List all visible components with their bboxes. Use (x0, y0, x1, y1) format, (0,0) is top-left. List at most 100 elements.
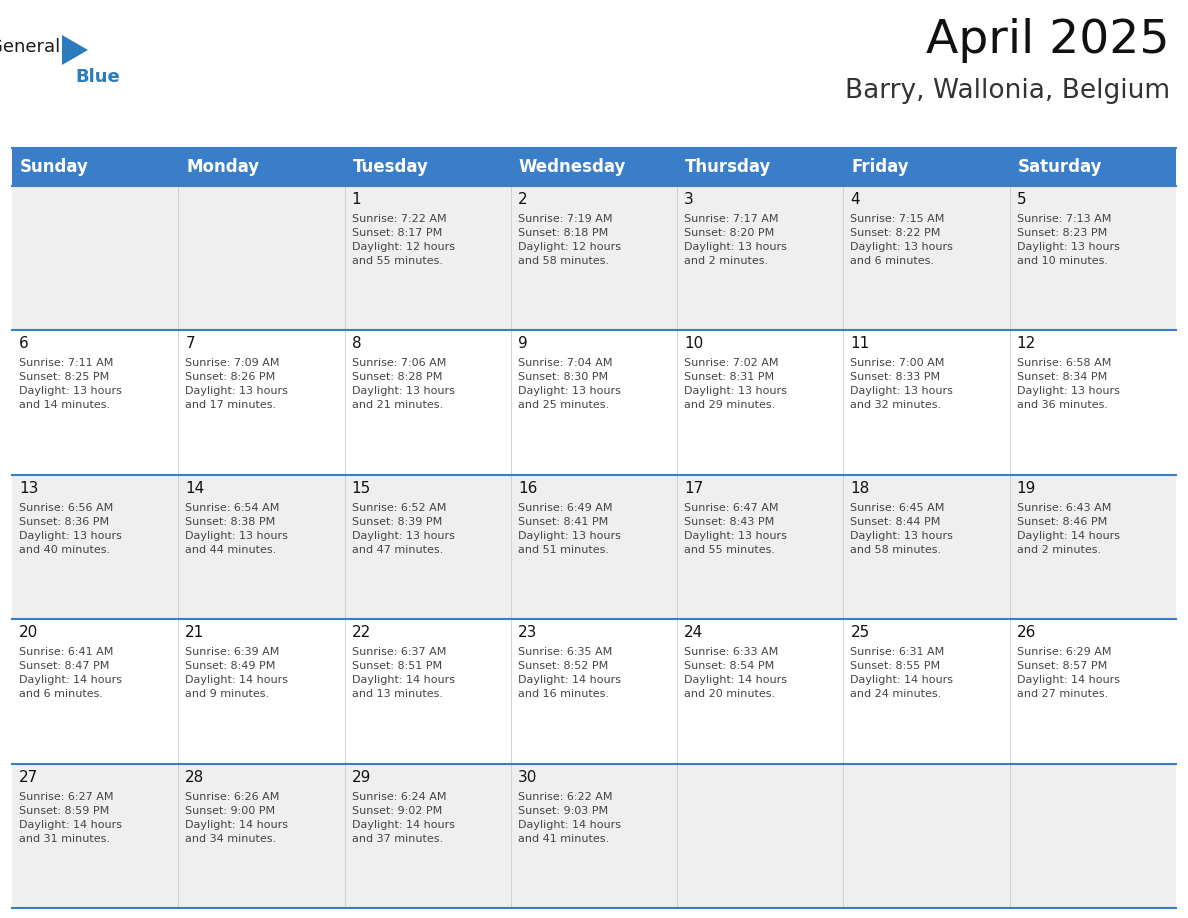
Bar (843, 475, 1010, 620)
Text: 24: 24 (684, 625, 703, 640)
Text: 22: 22 (352, 625, 371, 640)
Text: 9: 9 (518, 336, 527, 352)
Text: 17: 17 (684, 481, 703, 496)
Bar (1010, 620, 1176, 764)
Text: 11: 11 (851, 336, 870, 352)
Bar (178, 475, 345, 620)
Bar (1010, 148, 1176, 186)
Text: 5: 5 (1017, 192, 1026, 207)
Text: Sunrise: 6:45 AM
Sunset: 8:44 PM
Daylight: 13 hours
and 58 minutes.: Sunrise: 6:45 AM Sunset: 8:44 PM Dayligh… (851, 503, 953, 554)
Text: Sunrise: 7:09 AM
Sunset: 8:26 PM
Daylight: 13 hours
and 17 minutes.: Sunrise: 7:09 AM Sunset: 8:26 PM Dayligh… (185, 358, 289, 410)
Bar (511, 186, 677, 330)
Text: 25: 25 (851, 625, 870, 640)
Bar (178, 620, 345, 764)
Text: Sunrise: 6:24 AM
Sunset: 9:02 PM
Daylight: 14 hours
and 37 minutes.: Sunrise: 6:24 AM Sunset: 9:02 PM Dayligh… (352, 791, 455, 844)
Text: Sunrise: 6:49 AM
Sunset: 8:41 PM
Daylight: 13 hours
and 51 minutes.: Sunrise: 6:49 AM Sunset: 8:41 PM Dayligh… (518, 503, 621, 554)
Text: Sunrise: 7:13 AM
Sunset: 8:23 PM
Daylight: 13 hours
and 10 minutes.: Sunrise: 7:13 AM Sunset: 8:23 PM Dayligh… (1017, 214, 1119, 266)
Text: Sunrise: 7:19 AM
Sunset: 8:18 PM
Daylight: 12 hours
and 58 minutes.: Sunrise: 7:19 AM Sunset: 8:18 PM Dayligh… (518, 214, 621, 266)
Bar (345, 186, 511, 330)
Text: 4: 4 (851, 192, 860, 207)
Bar (345, 620, 511, 764)
Text: 26: 26 (1017, 625, 1036, 640)
Bar (345, 148, 511, 186)
Text: Sunrise: 6:31 AM
Sunset: 8:55 PM
Daylight: 14 hours
and 24 minutes.: Sunrise: 6:31 AM Sunset: 8:55 PM Dayligh… (851, 647, 954, 700)
Bar (843, 186, 1010, 330)
Bar (345, 330, 511, 475)
Text: 10: 10 (684, 336, 703, 352)
Text: 8: 8 (352, 336, 361, 352)
Text: Monday: Monday (187, 158, 259, 176)
Bar (12, 764, 178, 908)
Bar (1010, 475, 1176, 620)
Text: Barry, Wallonia, Belgium: Barry, Wallonia, Belgium (845, 78, 1170, 104)
Text: Wednesday: Wednesday (519, 158, 626, 176)
Text: General: General (0, 38, 61, 56)
Text: Sunrise: 6:47 AM
Sunset: 8:43 PM
Daylight: 13 hours
and 55 minutes.: Sunrise: 6:47 AM Sunset: 8:43 PM Dayligh… (684, 503, 786, 554)
Text: Sunrise: 6:27 AM
Sunset: 8:59 PM
Daylight: 14 hours
and 31 minutes.: Sunrise: 6:27 AM Sunset: 8:59 PM Dayligh… (19, 791, 122, 844)
Bar (843, 330, 1010, 475)
Bar (178, 330, 345, 475)
Text: 3: 3 (684, 192, 694, 207)
Text: 6: 6 (19, 336, 29, 352)
Text: Sunrise: 7:15 AM
Sunset: 8:22 PM
Daylight: 13 hours
and 6 minutes.: Sunrise: 7:15 AM Sunset: 8:22 PM Dayligh… (851, 214, 953, 266)
Text: Sunrise: 6:54 AM
Sunset: 8:38 PM
Daylight: 13 hours
and 44 minutes.: Sunrise: 6:54 AM Sunset: 8:38 PM Dayligh… (185, 503, 289, 554)
Text: Sunrise: 6:35 AM
Sunset: 8:52 PM
Daylight: 14 hours
and 16 minutes.: Sunrise: 6:35 AM Sunset: 8:52 PM Dayligh… (518, 647, 621, 700)
Text: Saturday: Saturday (1018, 158, 1102, 176)
Bar (677, 148, 843, 186)
Bar (677, 330, 843, 475)
Text: Sunrise: 6:37 AM
Sunset: 8:51 PM
Daylight: 14 hours
and 13 minutes.: Sunrise: 6:37 AM Sunset: 8:51 PM Dayligh… (352, 647, 455, 700)
Bar (843, 764, 1010, 908)
Bar (511, 475, 677, 620)
Text: Sunrise: 7:02 AM
Sunset: 8:31 PM
Daylight: 13 hours
and 29 minutes.: Sunrise: 7:02 AM Sunset: 8:31 PM Dayligh… (684, 358, 786, 410)
Text: 14: 14 (185, 481, 204, 496)
Text: Sunrise: 7:17 AM
Sunset: 8:20 PM
Daylight: 13 hours
and 2 minutes.: Sunrise: 7:17 AM Sunset: 8:20 PM Dayligh… (684, 214, 786, 266)
Bar (1010, 330, 1176, 475)
Bar (178, 186, 345, 330)
Bar (677, 764, 843, 908)
Bar (12, 186, 178, 330)
Text: Sunrise: 6:33 AM
Sunset: 8:54 PM
Daylight: 14 hours
and 20 minutes.: Sunrise: 6:33 AM Sunset: 8:54 PM Dayligh… (684, 647, 788, 700)
Bar (843, 148, 1010, 186)
Text: 12: 12 (1017, 336, 1036, 352)
Text: Thursday: Thursday (685, 158, 771, 176)
Text: 16: 16 (518, 481, 537, 496)
Text: 23: 23 (518, 625, 537, 640)
Text: 28: 28 (185, 769, 204, 785)
Bar (1010, 764, 1176, 908)
Bar (1010, 186, 1176, 330)
Text: Sunrise: 7:06 AM
Sunset: 8:28 PM
Daylight: 13 hours
and 21 minutes.: Sunrise: 7:06 AM Sunset: 8:28 PM Dayligh… (352, 358, 455, 410)
Text: 29: 29 (352, 769, 371, 785)
Bar (677, 475, 843, 620)
Text: Sunrise: 6:39 AM
Sunset: 8:49 PM
Daylight: 14 hours
and 9 minutes.: Sunrise: 6:39 AM Sunset: 8:49 PM Dayligh… (185, 647, 289, 700)
Bar (12, 148, 178, 186)
Text: Blue: Blue (75, 68, 120, 86)
Bar (178, 764, 345, 908)
Text: 2: 2 (518, 192, 527, 207)
Text: 20: 20 (19, 625, 38, 640)
Bar (178, 148, 345, 186)
Text: Sunrise: 6:29 AM
Sunset: 8:57 PM
Daylight: 14 hours
and 27 minutes.: Sunrise: 6:29 AM Sunset: 8:57 PM Dayligh… (1017, 647, 1120, 700)
Text: 19: 19 (1017, 481, 1036, 496)
Text: Sunrise: 6:41 AM
Sunset: 8:47 PM
Daylight: 14 hours
and 6 minutes.: Sunrise: 6:41 AM Sunset: 8:47 PM Dayligh… (19, 647, 122, 700)
Text: Sunrise: 6:58 AM
Sunset: 8:34 PM
Daylight: 13 hours
and 36 minutes.: Sunrise: 6:58 AM Sunset: 8:34 PM Dayligh… (1017, 358, 1119, 410)
Text: 1: 1 (352, 192, 361, 207)
Text: Sunrise: 6:52 AM
Sunset: 8:39 PM
Daylight: 13 hours
and 47 minutes.: Sunrise: 6:52 AM Sunset: 8:39 PM Dayligh… (352, 503, 455, 554)
Text: April 2025: April 2025 (927, 18, 1170, 63)
Bar (511, 764, 677, 908)
Bar (345, 475, 511, 620)
Text: 13: 13 (19, 481, 38, 496)
Bar (511, 330, 677, 475)
Text: Friday: Friday (852, 158, 909, 176)
Bar (511, 148, 677, 186)
Bar (345, 764, 511, 908)
Bar (12, 330, 178, 475)
Bar (677, 620, 843, 764)
Bar (677, 186, 843, 330)
Text: Tuesday: Tuesday (353, 158, 429, 176)
Text: 30: 30 (518, 769, 537, 785)
Polygon shape (62, 35, 88, 65)
Text: 27: 27 (19, 769, 38, 785)
Text: Sunrise: 7:04 AM
Sunset: 8:30 PM
Daylight: 13 hours
and 25 minutes.: Sunrise: 7:04 AM Sunset: 8:30 PM Dayligh… (518, 358, 621, 410)
Bar (12, 620, 178, 764)
Bar (12, 475, 178, 620)
